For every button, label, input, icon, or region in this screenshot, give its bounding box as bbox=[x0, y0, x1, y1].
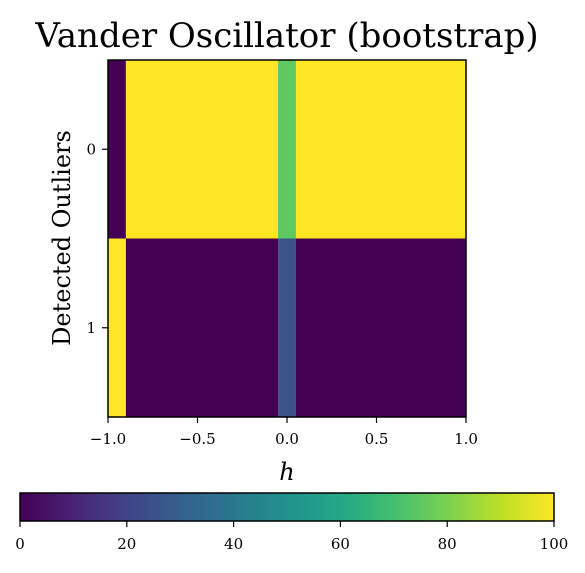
x-tick-label: 1.0 bbox=[454, 430, 478, 448]
colorbar-tick-label: 80 bbox=[438, 535, 457, 553]
x-tick-label: −0.5 bbox=[179, 430, 215, 448]
colorbar bbox=[19, 492, 555, 522]
x-axis-ticks: −1.0 −0.5 0.0 0.5 1.0 bbox=[90, 417, 478, 448]
y-tick-label: 1 bbox=[86, 319, 96, 337]
x-tick-label: 0.0 bbox=[275, 430, 299, 448]
y-axis-ticks: 01 bbox=[86, 140, 108, 337]
heatmap-cell bbox=[278, 60, 296, 239]
chart-title: Vander Oscillator (bootstrap) bbox=[34, 16, 538, 56]
x-axis-label: h bbox=[279, 458, 294, 486]
heatmap-cell bbox=[108, 60, 126, 239]
x-tick-label: −1.0 bbox=[90, 430, 126, 448]
heatmap-cell bbox=[295, 60, 466, 239]
heatmap-cell bbox=[125, 238, 279, 417]
y-axis-label: Detected Outliers bbox=[48, 130, 76, 346]
y-tick-label: 0 bbox=[86, 140, 96, 158]
heatmap-cell bbox=[108, 238, 126, 417]
colorbar-tick-label: 100 bbox=[540, 535, 569, 553]
heatmap-cell bbox=[278, 238, 296, 417]
colorbar-tick-label: 0 bbox=[15, 535, 25, 553]
heatmap-cell bbox=[295, 238, 466, 417]
colorbar-ticks: 0 20 40 60 80 100 bbox=[15, 521, 568, 553]
colorbar-tick-label: 40 bbox=[224, 535, 243, 553]
colorbar-tick-label: 20 bbox=[117, 535, 136, 553]
colorbar-tick-label: 60 bbox=[331, 535, 350, 553]
x-tick-label: 0.5 bbox=[365, 430, 389, 448]
heatmap-cell bbox=[125, 60, 279, 239]
heatmap-cells bbox=[108, 60, 466, 417]
